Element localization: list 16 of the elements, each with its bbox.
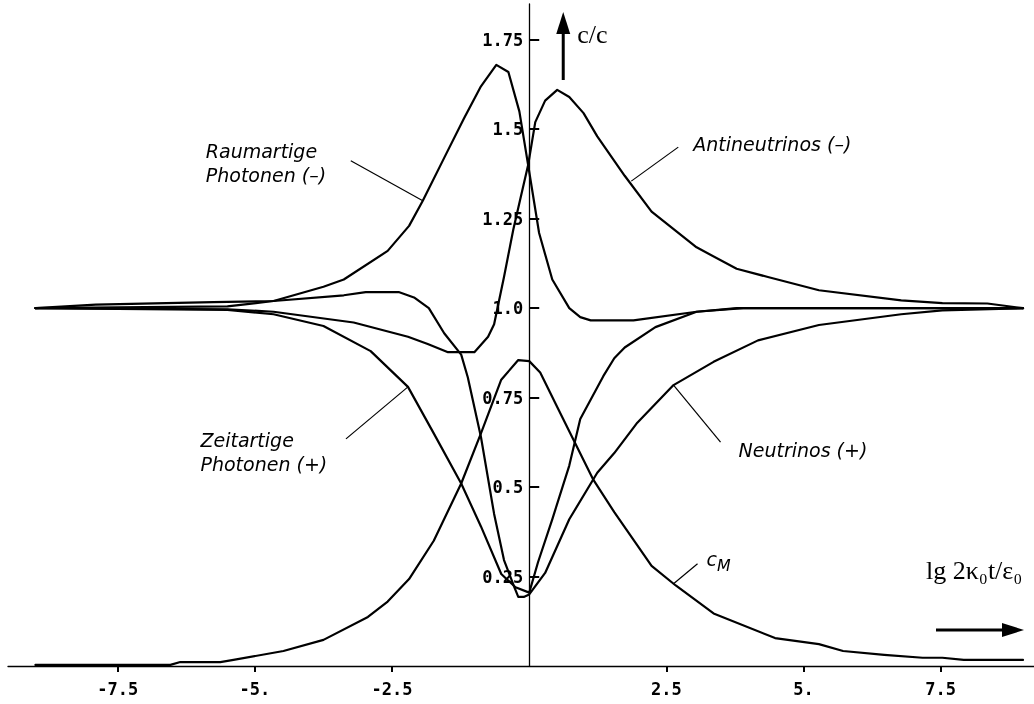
- x-axis-title: lg 2κ₀t/ε₀: [926, 556, 1023, 586]
- y-tick-label: 0.5: [492, 477, 524, 498]
- x-tick-label: 5.: [793, 678, 814, 699]
- annotation: Antineutrinos (–): [693, 132, 852, 157]
- annotation: Raumartige Photonen (–): [205, 138, 327, 187]
- x-tick-label: 7.5: [925, 678, 957, 699]
- x-tick-label: -5.: [239, 678, 271, 699]
- y-tick-label: 1.75: [482, 29, 524, 50]
- annotation: c$_{M}$: [706, 547, 731, 577]
- annotation: Neutrinos (+): [738, 438, 868, 463]
- y-axis-title: c/c: [577, 20, 608, 50]
- annotation: Zeitartige Photonen (+): [200, 427, 328, 476]
- x-tick-label: -2.5: [371, 678, 413, 699]
- y-tick-label: 1.5: [492, 119, 524, 140]
- x-tick-label: -7.5: [97, 678, 139, 699]
- x-tick-label: 2.5: [651, 678, 682, 699]
